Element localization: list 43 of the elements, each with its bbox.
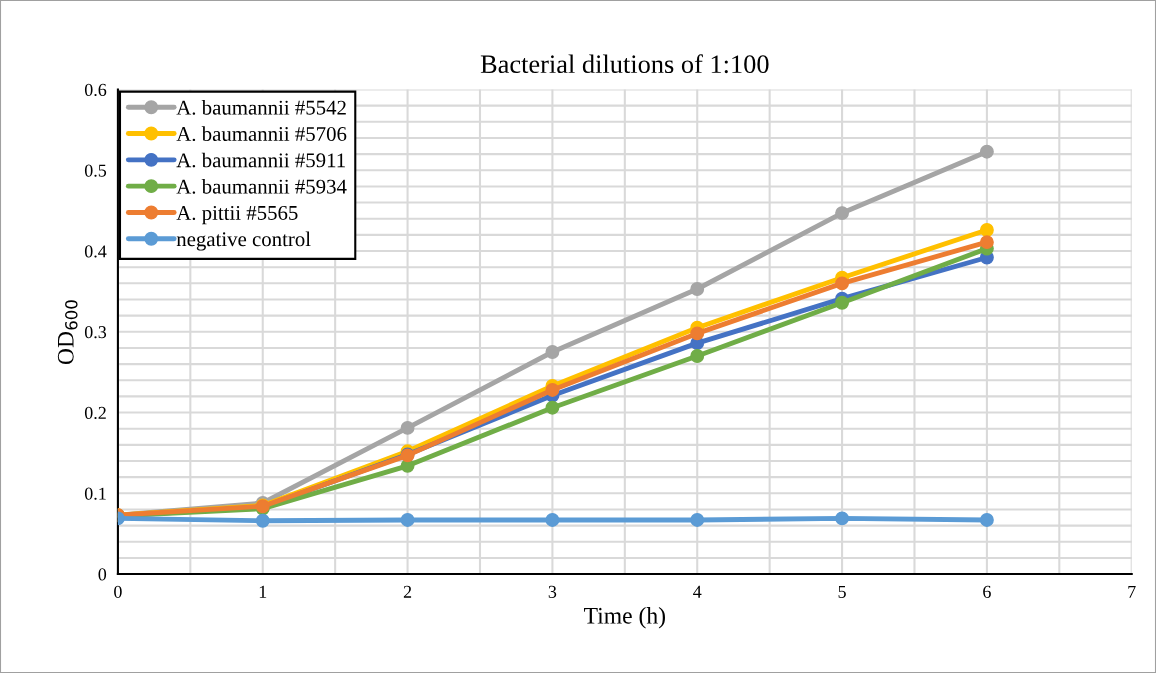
point [400, 513, 415, 527]
y-tick-label: 0 [98, 568, 107, 581]
y-tick-label: 0.6 [84, 83, 107, 97]
x-tick-label: 3 [548, 585, 557, 598]
legend-label: A. baumannii #5542 [176, 100, 346, 115]
chart-title: Bacterial dilutions of 1:100 [480, 54, 769, 74]
point [255, 513, 270, 528]
point [835, 276, 850, 291]
legend-label: A. baumannii #5911 [176, 152, 345, 168]
point [545, 400, 560, 415]
legend-label: A. pittii #5565 [176, 205, 298, 225]
point [690, 513, 705, 527]
y-tick-label: 0.5 [84, 164, 107, 177]
y-tick-label: 0.1 [84, 487, 106, 500]
y-tick-label: 0.4 [84, 245, 107, 258]
y-axis-title: OD$_{600}$ [57, 300, 78, 365]
x-axis-title: Time (h) [584, 607, 665, 629]
x-tick-label: 4 [693, 585, 702, 598]
point [979, 513, 994, 527]
x-tick-label: 5 [838, 585, 846, 598]
point [979, 144, 994, 159]
point [835, 295, 850, 310]
point [690, 349, 705, 363]
point [545, 345, 560, 359]
point [690, 326, 705, 341]
x-tick-label: 2 [403, 585, 412, 598]
point [835, 206, 850, 221]
point [545, 513, 560, 527]
point [690, 282, 705, 296]
legend-label: A. baumannii #5706 [176, 126, 347, 142]
x-tick-label: 1 [259, 585, 267, 598]
point [835, 511, 850, 526]
y-tick-label: 0.3 [84, 326, 107, 339]
point [400, 420, 415, 435]
x-tick-label: 6 [983, 585, 991, 598]
legend-label: A. baumannii #5934 [176, 178, 347, 194]
x-tick-label: 7 [1128, 585, 1136, 598]
point [545, 382, 560, 397]
point [979, 235, 994, 250]
point [979, 223, 994, 237]
y-tick-label: 0.2 [84, 406, 106, 420]
legend-label: negative control [176, 231, 311, 251]
x-tick-label: 0 [114, 585, 122, 598]
